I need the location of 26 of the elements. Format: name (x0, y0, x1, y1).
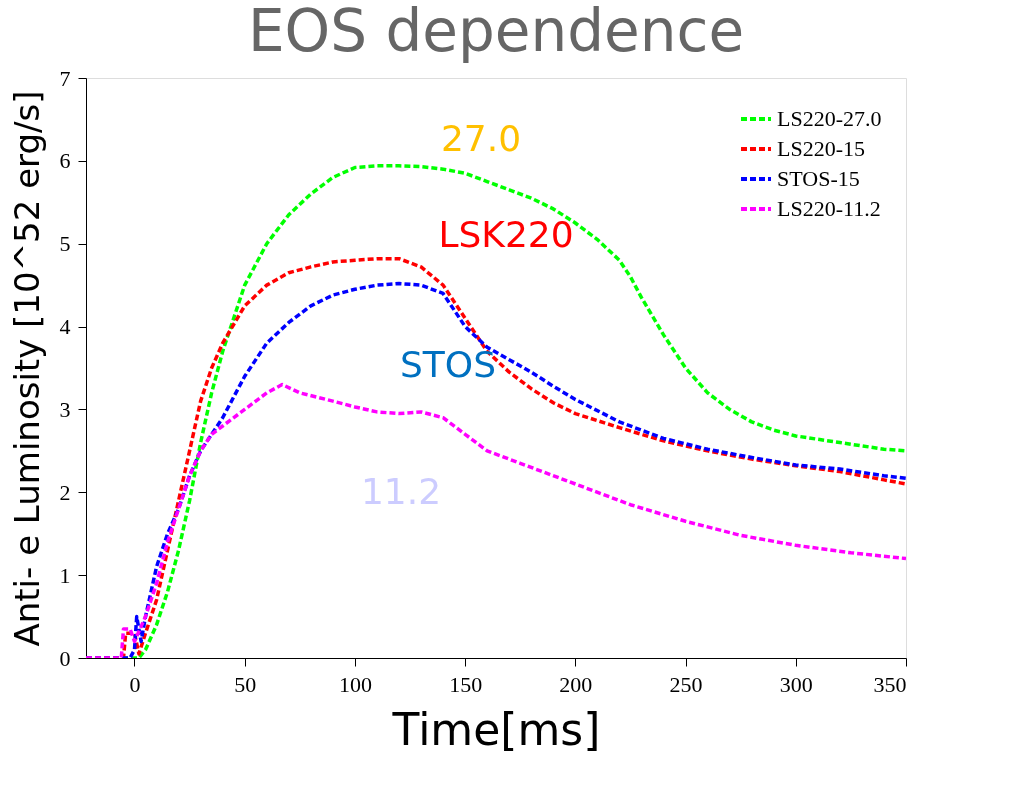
x-axis-title: Time[ms] (391, 703, 601, 755)
annotation: STOS (399, 344, 497, 385)
y-axis-title: Anti- e Luminosity [10^52 erg/s] (6, 90, 47, 647)
y-tick-label: 5 (59, 231, 71, 257)
annotation: 27.0 (440, 118, 522, 159)
x-tick-label: 50 (234, 671, 257, 697)
legend-label: STOS-15 (777, 166, 860, 191)
x-tick-label: 0 (129, 671, 141, 697)
y-tick-label: 2 (59, 479, 71, 505)
x-tick-label: 250 (669, 671, 703, 697)
annotation: LSK220 (438, 214, 574, 255)
x-tick-label: 100 (338, 671, 372, 697)
legend-label: LS220-27.0 (777, 106, 882, 131)
x-tick-label: 350 (873, 671, 907, 697)
x-tick-label: 300 (779, 671, 813, 697)
y-tick-label: 1 (59, 562, 71, 588)
x-tick-label: 200 (559, 671, 593, 697)
y-tick-label: 6 (59, 148, 71, 174)
y-tick-label: 3 (59, 396, 71, 422)
y-tick-label: 7 (59, 65, 71, 91)
legend-label: LS220-11.2 (777, 196, 881, 221)
chart-title: EOS dependence (247, 0, 745, 65)
y-tick-label: 4 (59, 314, 71, 340)
y-tick-label: 0 (59, 645, 71, 671)
legend-label: LS220-15 (777, 136, 865, 161)
x-tick-label: 150 (449, 671, 483, 697)
